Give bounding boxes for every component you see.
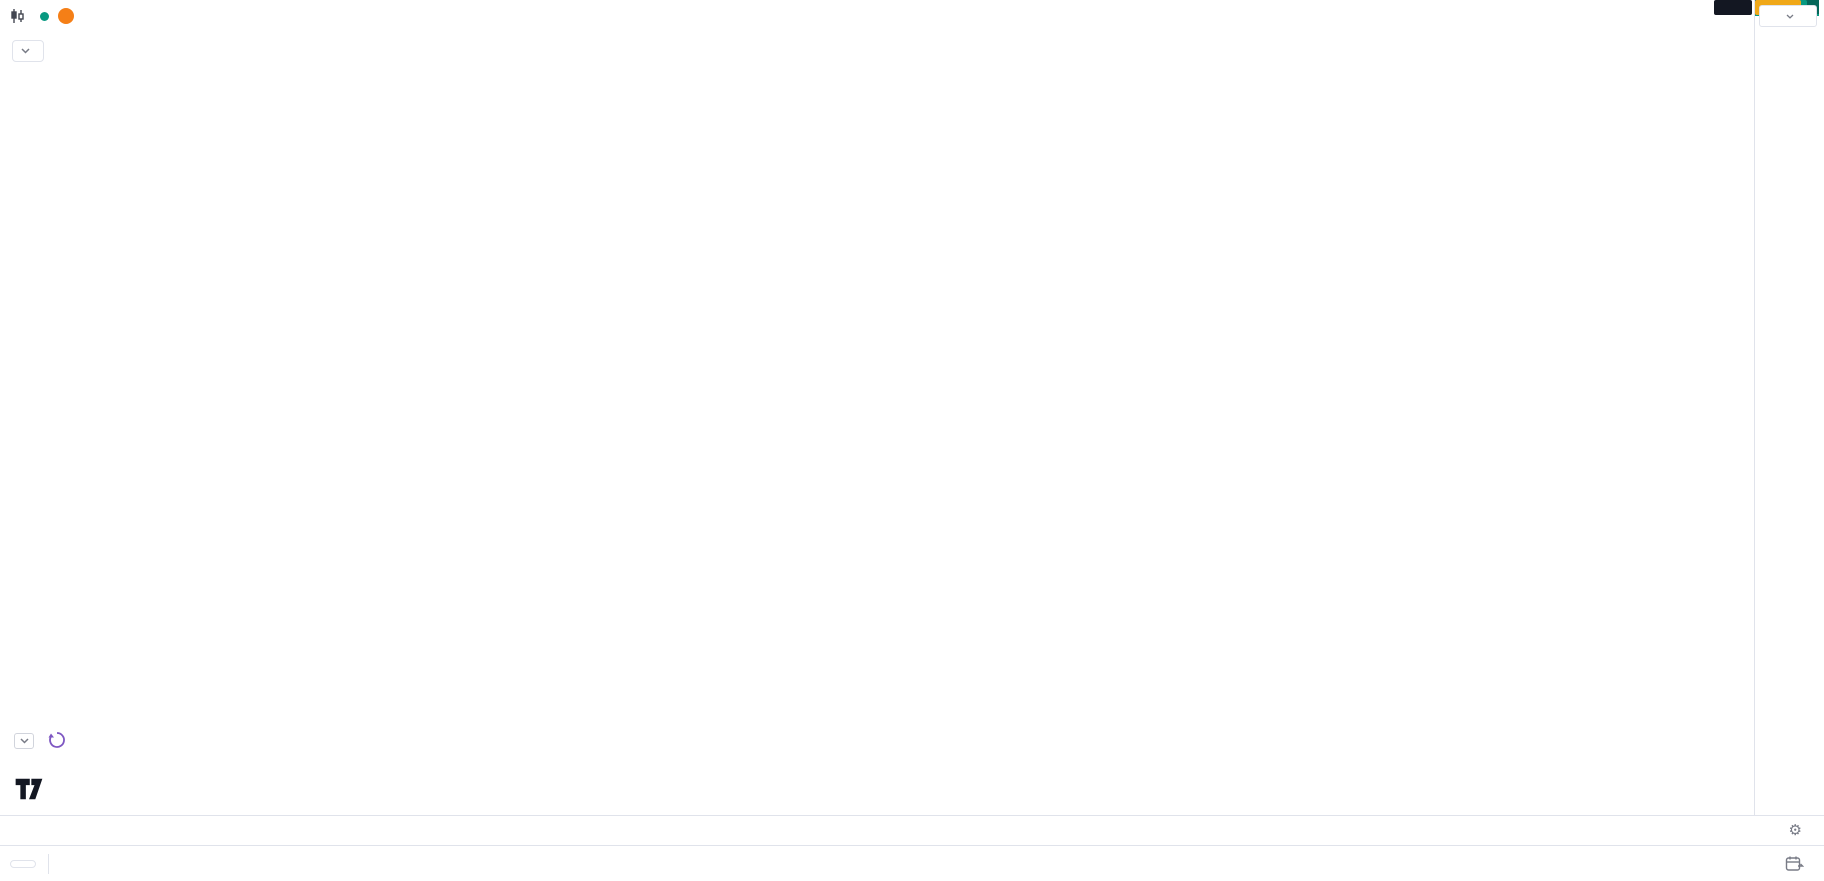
chevron-down-icon [21, 48, 30, 54]
fit-button[interactable] [10, 859, 36, 868]
goto-date-icon[interactable] [1785, 855, 1804, 873]
indicator-refresh-icon[interactable] [48, 731, 66, 749]
axis-settings-icon[interactable]: ⚙ [1788, 822, 1802, 839]
time-axis[interactable]: ⚙ [0, 815, 1824, 845]
chart-legend-icon [10, 8, 26, 24]
tradingview-logo[interactable] [14, 778, 51, 800]
pane-collapse-button[interactable] [14, 733, 34, 749]
indicators-collapse-button[interactable] [12, 40, 44, 62]
delayed-data-badge[interactable] [58, 8, 74, 24]
symbol-price-tag [1714, 0, 1752, 15]
symbol-legend [10, 8, 100, 24]
toolbar-divider [48, 853, 49, 874]
currency-button[interactable] [1759, 5, 1817, 27]
tradingview-mark-icon [15, 778, 43, 800]
price-scale[interactable] [1754, 0, 1824, 845]
chevron-down-icon [1786, 14, 1794, 19]
bottom-toolbar [0, 845, 1824, 881]
chevron-down-icon [19, 738, 29, 744]
market-status-icon[interactable] [40, 11, 49, 21]
price-chart-canvas[interactable] [0, 0, 1754, 815]
